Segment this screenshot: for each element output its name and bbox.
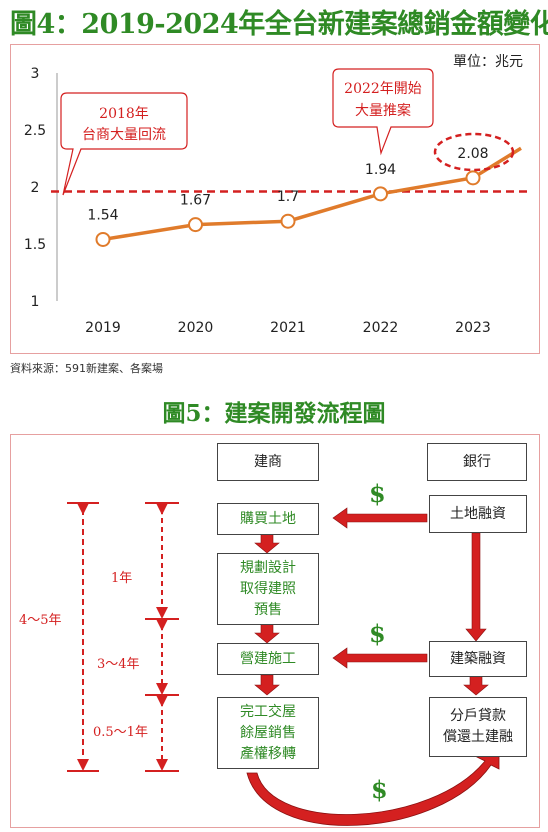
annotation-2022-line1: 2022年開始 (344, 81, 422, 97)
unit-label: 單位：兆元 (453, 54, 523, 70)
flowchart-panel: 建商 銀行 購買土地 規劃設計 取得建照 預售 營建施工 完工交屋 餘屋銷售 產… (10, 434, 540, 828)
y-tick-label-1: 1.5 (24, 237, 46, 253)
duration-3: 0.5～1年 (93, 725, 148, 740)
data-point-2021 (280, 213, 296, 229)
annotation-2022-callout (332, 68, 434, 156)
step-construction: 營建施工 (217, 643, 319, 675)
x-tick-label-2021: 2021 (270, 320, 306, 336)
data-points: 1.54 1.67 1.7 1.94 2.08 (87, 146, 489, 247)
repayment-arrow (246, 740, 500, 826)
line-chart: 11.522.53 1.541.67 1.71.942.08 2019 2020 20… (24, 66, 527, 336)
annotation-2018-line1: 2018年 (99, 106, 149, 122)
step-design-permit-presale: 規劃設計 取得建照 預售 (217, 553, 319, 625)
bank-down-arrow-1 (465, 532, 487, 642)
figure4-title: 圖4：2019-2024年全台新建案總銷金額變化 (10, 9, 548, 40)
data-label-2023: 2.08 (457, 146, 488, 162)
y-tick-label-3: 2.5 (24, 123, 46, 139)
bank-mortgage-repay: 分戶貸款 償還土建融 (429, 697, 527, 757)
data-point-2022 (373, 186, 388, 202)
dollar-sign-1: $ (369, 479, 386, 508)
bank-land-loan: 土地融資 (429, 495, 527, 533)
loan-arrow-construction (332, 647, 428, 669)
data-label-2022: 1.94 (365, 162, 396, 178)
data-label-2020: 1.67 (180, 193, 211, 209)
annotation-2018-line2: 台商大量回流 (82, 127, 166, 143)
duration-total: 4～5年 (19, 613, 62, 628)
x-tick-label-2023: 2023 (455, 320, 491, 336)
step-completion-sales: 完工交屋 餘屋銷售 產權移轉 (217, 697, 319, 769)
dollar-sign-3: $ (371, 775, 388, 804)
bank-header: 銀行 (427, 443, 527, 481)
x-tick-label-2020: 2020 (178, 320, 214, 336)
bank-down-arrow-2 (463, 674, 489, 696)
duration-1: 1年 (111, 571, 133, 586)
data-point-2019 (95, 231, 111, 247)
down-arrow-1 (254, 532, 280, 554)
x-tick-label-2019: 2019 (85, 320, 121, 336)
figure5-title: 圖5：建案開發流程圖 (162, 400, 386, 427)
data-label-2021: 1.7 (277, 189, 299, 205)
y-tick-label-2: 2 (31, 180, 40, 196)
annotation-2022-line2: 大量推案 (355, 102, 411, 119)
annotation-2018-callout (60, 92, 188, 196)
down-arrow-3 (254, 674, 280, 696)
data-label-2019: 1.54 (87, 207, 118, 223)
bank-construction-loan: 建築融資 (429, 641, 527, 677)
y-tick-label-0: 1 (31, 294, 40, 310)
source-note: 資料來源：591新建案、各案場 (10, 362, 163, 375)
y-tick-label-4: 3 (31, 66, 40, 82)
chart-panel: 單位：兆元 1 1.5 2 2.5 3 1.54 1.67 1.7 1.94 2.08 2019… (10, 44, 540, 354)
x-axis: 2019 2020 2021 2022 2023 (85, 320, 491, 336)
highlight-2023-ellipse (433, 132, 515, 172)
x-tick-label-2022: 2022 (363, 320, 399, 336)
loan-arrow-land (332, 507, 428, 529)
y-axis: 1 1.5 2 2.5 3 (24, 66, 46, 310)
data-point-2023 (465, 170, 481, 186)
flow-arrows (67, 502, 500, 826)
trend-line (102, 146, 522, 242)
duration-2: 3～4年 (97, 657, 140, 672)
data-point-2020 (188, 217, 203, 233)
dollar-sign-2: $ (369, 619, 386, 648)
down-arrow-2 (254, 622, 280, 644)
step-buy-land: 購買土地 (217, 503, 319, 535)
developer-header: 建商 (217, 443, 319, 481)
